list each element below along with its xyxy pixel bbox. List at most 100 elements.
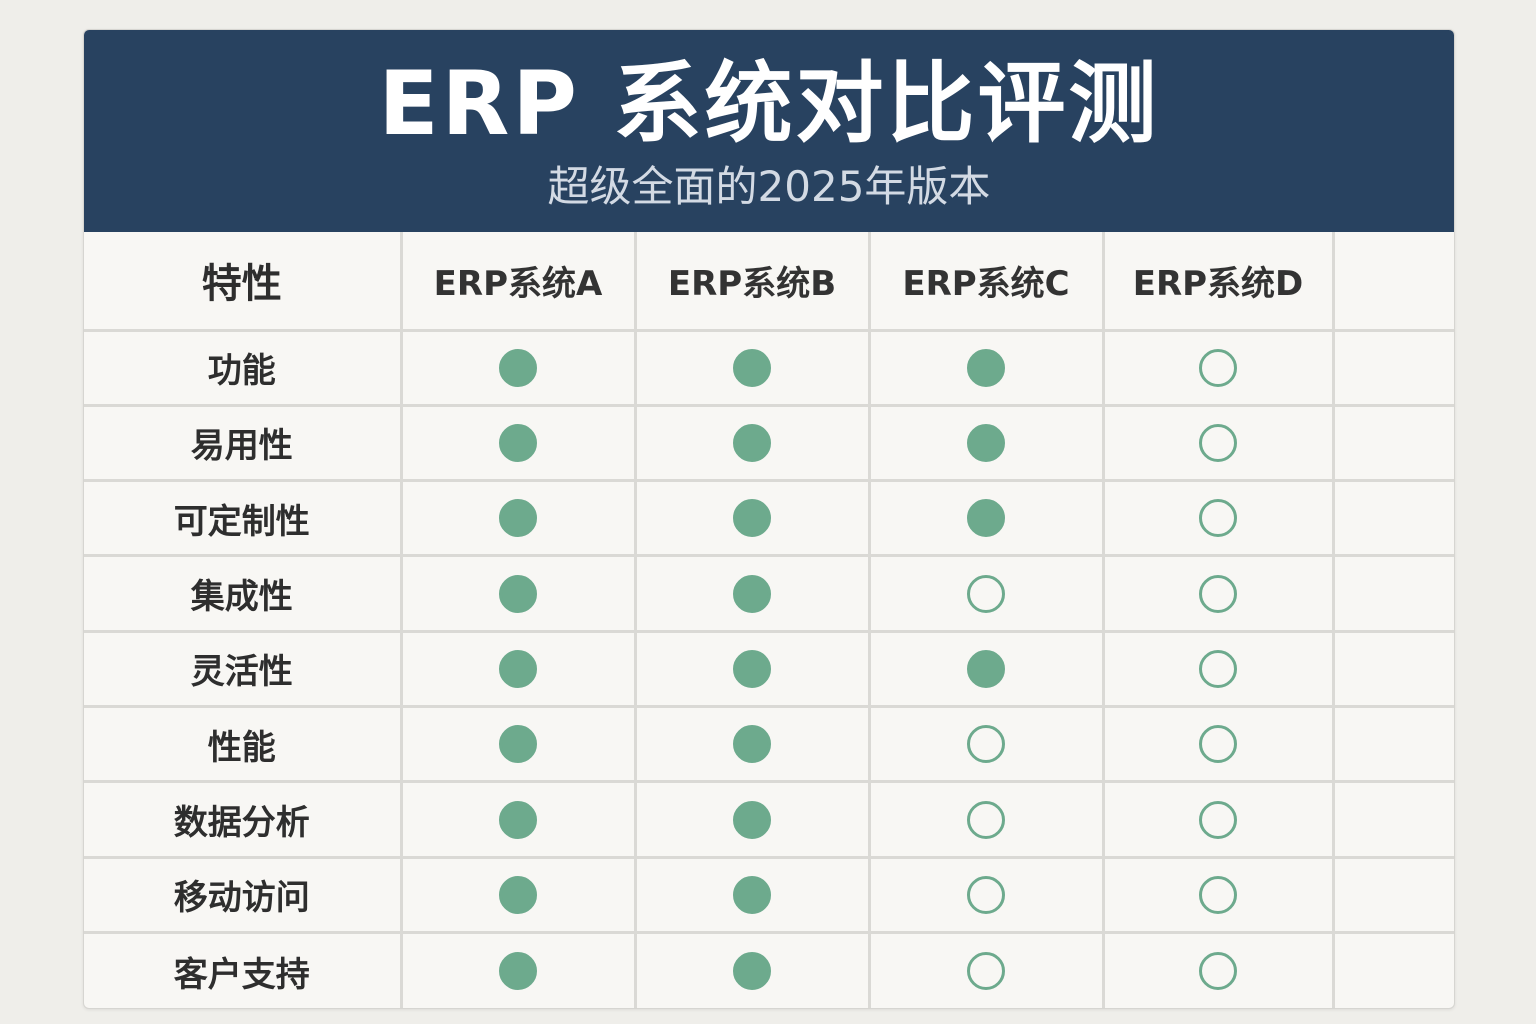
filled-circle-icon: [499, 574, 537, 613]
rating-cell: [633, 780, 871, 859]
empty-circle-icon: [1199, 574, 1237, 613]
rating-cell: [399, 855, 637, 935]
rating-cell: [399, 629, 637, 709]
empty-circle-icon: [1199, 423, 1237, 462]
empty-circle-icon: [1199, 725, 1237, 764]
column-header-erp-c: ERP系统C: [867, 232, 1105, 332]
filled-circle-icon: [733, 499, 771, 538]
rating-cell: [633, 629, 871, 709]
rating-cell: [633, 931, 871, 1008]
rating-cell: [633, 328, 871, 407]
filled-circle-icon: [499, 725, 537, 764]
filled-circle-icon: [967, 348, 1005, 387]
empty-column-header: [1331, 232, 1454, 332]
empty-circle-icon: [1199, 499, 1237, 538]
rating-cell: [1101, 705, 1335, 784]
table-row: 数据分析: [84, 780, 1454, 859]
empty-circle-icon: [967, 574, 1005, 613]
rating-cell: [867, 780, 1105, 859]
feature-column-header: 特性: [84, 232, 403, 332]
rating-cell: [867, 554, 1105, 633]
rating-cell: [399, 479, 637, 558]
filled-circle-icon: [967, 423, 1005, 462]
rating-cell: [633, 554, 871, 633]
filled-circle-icon: [967, 499, 1005, 538]
filled-circle-icon: [733, 800, 771, 839]
feature-label: 客户支持: [84, 931, 403, 1008]
filled-circle-icon: [499, 800, 537, 839]
rating-cell: [399, 554, 637, 633]
table-row: 可定制性: [84, 479, 1454, 558]
table-header-row: 特性 ERP系统A ERP系统B ERP系统C ERP系统D: [84, 232, 1454, 332]
empty-circle-icon: [967, 875, 1005, 914]
empty-circle-icon: [967, 800, 1005, 839]
page-title: ERP 系统对比评测: [378, 52, 1160, 155]
table-row: 易用性: [84, 403, 1454, 483]
rating-cell: [399, 403, 637, 483]
feature-label: 性能: [84, 705, 403, 784]
column-header-erp-a: ERP系统A: [399, 232, 637, 332]
table-row: 客户支持: [84, 931, 1454, 1008]
filled-circle-icon: [733, 649, 771, 688]
header-banner: ERP 系统对比评测 超级全面的2025年版本: [84, 30, 1454, 232]
empty-cell: [1331, 629, 1454, 709]
column-header-erp-d: ERP系统D: [1101, 232, 1335, 332]
feature-label: 易用性: [84, 403, 403, 483]
empty-circle-icon: [967, 725, 1005, 764]
rating-cell: [399, 328, 637, 407]
rating-cell: [867, 705, 1105, 784]
comparison-table: 特性 ERP系统A ERP系统B ERP系统C ERP系统D 功能 易用性 可定制性…: [84, 232, 1454, 1008]
feature-label: 灵活性: [84, 629, 403, 709]
empty-circle-icon: [1199, 875, 1237, 914]
table-row: 移动访问: [84, 855, 1454, 935]
filled-circle-icon: [733, 875, 771, 914]
filled-circle-icon: [499, 348, 537, 387]
filled-circle-icon: [733, 574, 771, 613]
rating-cell: [867, 328, 1105, 407]
table-row: 功能: [84, 328, 1454, 407]
rating-cell: [399, 931, 637, 1008]
rating-cell: [1101, 403, 1335, 483]
filled-circle-icon: [733, 348, 771, 387]
comparison-card: ERP 系统对比评测 超级全面的2025年版本 特性 ERP系统A ERP系统B…: [83, 29, 1455, 1009]
filled-circle-icon: [733, 952, 771, 991]
rating-cell: [1101, 328, 1335, 407]
rating-cell: [399, 705, 637, 784]
rating-cell: [867, 855, 1105, 935]
page-subtitle: 超级全面的2025年版本: [547, 162, 991, 211]
rating-cell: [399, 780, 637, 859]
empty-cell: [1331, 780, 1454, 859]
empty-cell: [1331, 855, 1454, 935]
rating-cell: [867, 629, 1105, 709]
rating-cell: [1101, 931, 1335, 1008]
empty-circle-icon: [1199, 348, 1237, 387]
filled-circle-icon: [499, 499, 537, 538]
rating-cell: [1101, 780, 1335, 859]
filled-circle-icon: [733, 423, 771, 462]
empty-cell: [1331, 403, 1454, 483]
table-row: 性能: [84, 705, 1454, 784]
feature-label: 数据分析: [84, 780, 403, 859]
rating-cell: [1101, 629, 1335, 709]
rating-cell: [633, 705, 871, 784]
empty-cell: [1331, 705, 1454, 784]
rating-cell: [867, 403, 1105, 483]
filled-circle-icon: [499, 952, 537, 991]
feature-label: 移动访问: [84, 855, 403, 935]
filled-circle-icon: [499, 875, 537, 914]
table-row: 灵活性: [84, 629, 1454, 709]
table-row: 集成性: [84, 554, 1454, 633]
rating-cell: [633, 479, 871, 558]
empty-circle-icon: [1199, 800, 1237, 839]
rating-cell: [1101, 554, 1335, 633]
filled-circle-icon: [967, 649, 1005, 688]
rating-cell: [633, 403, 871, 483]
empty-cell: [1331, 554, 1454, 633]
filled-circle-icon: [499, 423, 537, 462]
filled-circle-icon: [733, 725, 771, 764]
rating-cell: [1101, 479, 1335, 558]
rating-cell: [1101, 855, 1335, 935]
table-body: 功能 易用性 可定制性 集成性 灵活性 性能 数据分析 移动访问 客户支持: [84, 328, 1454, 1008]
feature-label: 功能: [84, 328, 403, 407]
rating-cell: [867, 479, 1105, 558]
